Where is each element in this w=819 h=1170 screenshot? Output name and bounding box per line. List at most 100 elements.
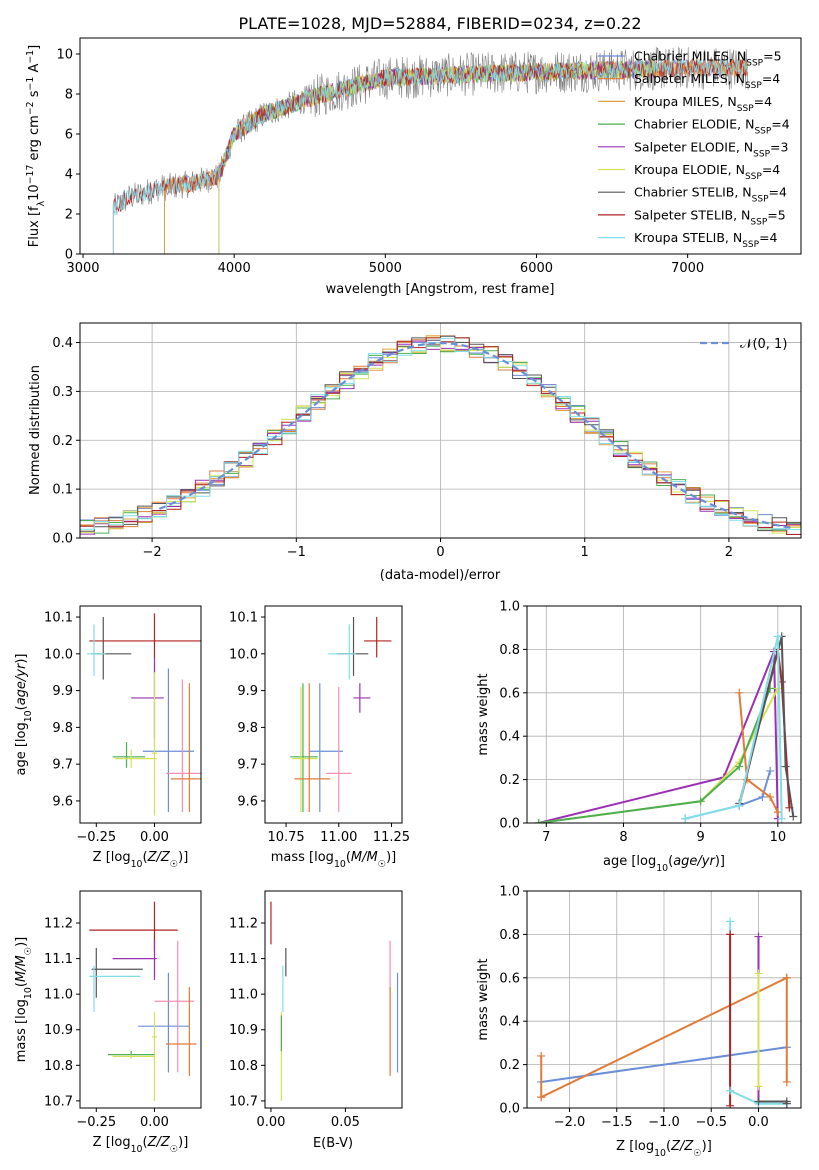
x-tick-label: 4000 — [218, 261, 251, 276]
series-marker — [766, 766, 775, 775]
y-tick-label: 0.2 — [52, 434, 73, 449]
x-tick-label: 0.00 — [256, 1115, 285, 1130]
y-tick-label: 11.0 — [44, 988, 73, 1003]
y-tick-label: 8 — [65, 88, 73, 103]
y-tick-label: 0.6 — [499, 686, 520, 701]
model-spectrum-kroupa_elodie — [218, 58, 658, 254]
series-line-chabrier_elodie — [538, 688, 772, 823]
plot-area — [290, 617, 392, 812]
x-tick-label: 0.05 — [331, 1115, 360, 1130]
series-marker — [726, 1086, 735, 1095]
y-tick-label: 0.3 — [52, 385, 73, 400]
normal-curve — [158, 341, 794, 530]
y-axis-label: mass weight — [476, 673, 491, 755]
chart-weight-vs-z: −2.0 −1.5 −1.0 −0.5 0.0 0.0 0.2 0.4 0.6 0.8 1.0 Z [… — [476, 885, 802, 1159]
x-axis-label: wavelength [Angstrom, rest frame] — [326, 282, 555, 297]
y-tick-label: 2 — [65, 208, 73, 223]
legend-label: Salpeter STELIB, NSSP=5 — [634, 207, 786, 227]
x-axis-label: Z [log10(Z/Z☉)] — [93, 1135, 189, 1155]
series-marker — [777, 814, 786, 823]
x-tick-label: 0.00 — [140, 830, 169, 845]
y-tick-label: 9.8 — [52, 721, 73, 736]
observed-spectrum — [113, 46, 749, 215]
figure-title: PLATE=1028, MJD=52884, FIBERID=0234, z=0… — [238, 14, 641, 33]
y-tick-label: 9.8 — [237, 721, 258, 736]
series-marker — [754, 1082, 763, 1091]
y-tick-label: 9.7 — [52, 758, 73, 773]
series-marker — [735, 688, 744, 697]
series-line-kroupa_elodie — [538, 688, 779, 823]
y-tick-label: 0.0 — [499, 1102, 520, 1117]
y-tick-label: 10.8 — [229, 1059, 258, 1074]
x-tick-label: −1.0 — [648, 1115, 680, 1130]
x-axis-label: (data-model)/error — [380, 568, 501, 583]
legend-label: Kroupa MILES, NSSP=4 — [634, 94, 772, 114]
series-marker — [782, 1099, 791, 1108]
x-tick-label: −1 — [287, 545, 306, 560]
series-marker — [754, 932, 763, 941]
x-tick-label: 3000 — [66, 261, 99, 276]
model-spectrum-chabrier_miles — [164, 58, 749, 254]
y-tick-label: 11.1 — [44, 952, 73, 967]
y-tick-label: 0.8 — [499, 643, 520, 658]
y-tick-label: 10.1 — [44, 611, 73, 626]
axes-frame — [526, 605, 802, 824]
series-line-chabrier_stelib — [738, 636, 795, 817]
plot-area — [112, 46, 749, 254]
legend-label: 𝒩(0, 1) — [740, 337, 787, 352]
x-tick-label: 8 — [619, 830, 627, 845]
series-marker — [766, 792, 775, 801]
series-marker — [726, 917, 735, 926]
y-tick-label: 0.2 — [499, 1058, 520, 1073]
axes-frame — [79, 605, 202, 824]
x-tick-label: 7 — [542, 830, 550, 845]
model-spectrum-salpeter_elodie — [218, 59, 658, 254]
y-tick-label: 11.1 — [229, 952, 258, 967]
legend-label: Chabrier STELIB, NSSP=4 — [634, 185, 787, 205]
y-tick-label: 0 — [65, 248, 73, 263]
legend-label: Chabrier ELODIE, NSSP=4 — [634, 117, 790, 137]
series-line-kroupa_stelib — [684, 636, 783, 820]
series-marker — [735, 762, 744, 771]
plot-area — [270, 901, 399, 1101]
y-tick-label: 1.0 — [499, 885, 520, 900]
series-marker — [773, 808, 782, 817]
y-tick-label: 6 — [65, 128, 73, 143]
chart-age-vs-z: −0.25 0.00 9.6 9.7 9.8 9.9 10.0 10.1 Z [log10(Z/… — [14, 605, 202, 870]
axes-frame — [264, 890, 403, 1109]
model-spectrum-salpeter_miles — [164, 59, 749, 254]
legend: 𝒩(0, 1) — [700, 337, 787, 352]
x-tick-label: 1 — [581, 545, 589, 560]
y-tick-label: 0.0 — [52, 532, 73, 547]
model-spectrum-salpeter_stelib — [112, 58, 749, 254]
y-tick-label: 0.8 — [499, 928, 520, 943]
x-tick-label: −1.5 — [601, 1115, 633, 1130]
legend-label: Salpeter MILES, NSSP=4 — [634, 71, 780, 91]
y-tick-label: 0.6 — [499, 971, 520, 986]
axes-frame — [79, 890, 202, 1109]
series-marker — [735, 801, 744, 810]
legend-label: Kroupa STELIB, NSSP=4 — [634, 230, 778, 250]
y-tick-label: 10.9 — [44, 1023, 73, 1038]
axes-frame — [79, 37, 802, 255]
y-tick-label: 10.0 — [44, 647, 73, 662]
legend-label: Chabrier MILES, NSSP=5 — [634, 49, 782, 69]
y-tick-label: 9.9 — [237, 684, 258, 699]
y-axis-label: mass weight — [476, 958, 491, 1040]
plot-area — [534, 632, 798, 823]
series-line-salpeter_miles — [738, 692, 779, 813]
series-marker — [726, 930, 735, 939]
x-axis-label: Z [log10(Z/Z☉)] — [616, 1139, 712, 1159]
y-axis-label: mass [log10(M/M☉)] — [14, 937, 34, 1063]
x-tick-label: −2 — [143, 545, 162, 560]
plot-area — [86, 613, 201, 816]
y-tick-label: 0.4 — [499, 1015, 520, 1030]
chart-spectrum: 3000 4000 5000 6000 7000 0 2 4 6 8 10 wavelength [A… — [25, 37, 802, 297]
model-spectrum-kroupa_miles — [164, 59, 749, 254]
y-tick-label: 1.0 — [499, 600, 520, 615]
x-tick-label: −0.25 — [76, 1115, 116, 1130]
y-tick-label: 9.6 — [237, 794, 258, 809]
y-tick-label: 9.7 — [237, 758, 258, 773]
y-tick-label: 9.6 — [52, 794, 73, 809]
